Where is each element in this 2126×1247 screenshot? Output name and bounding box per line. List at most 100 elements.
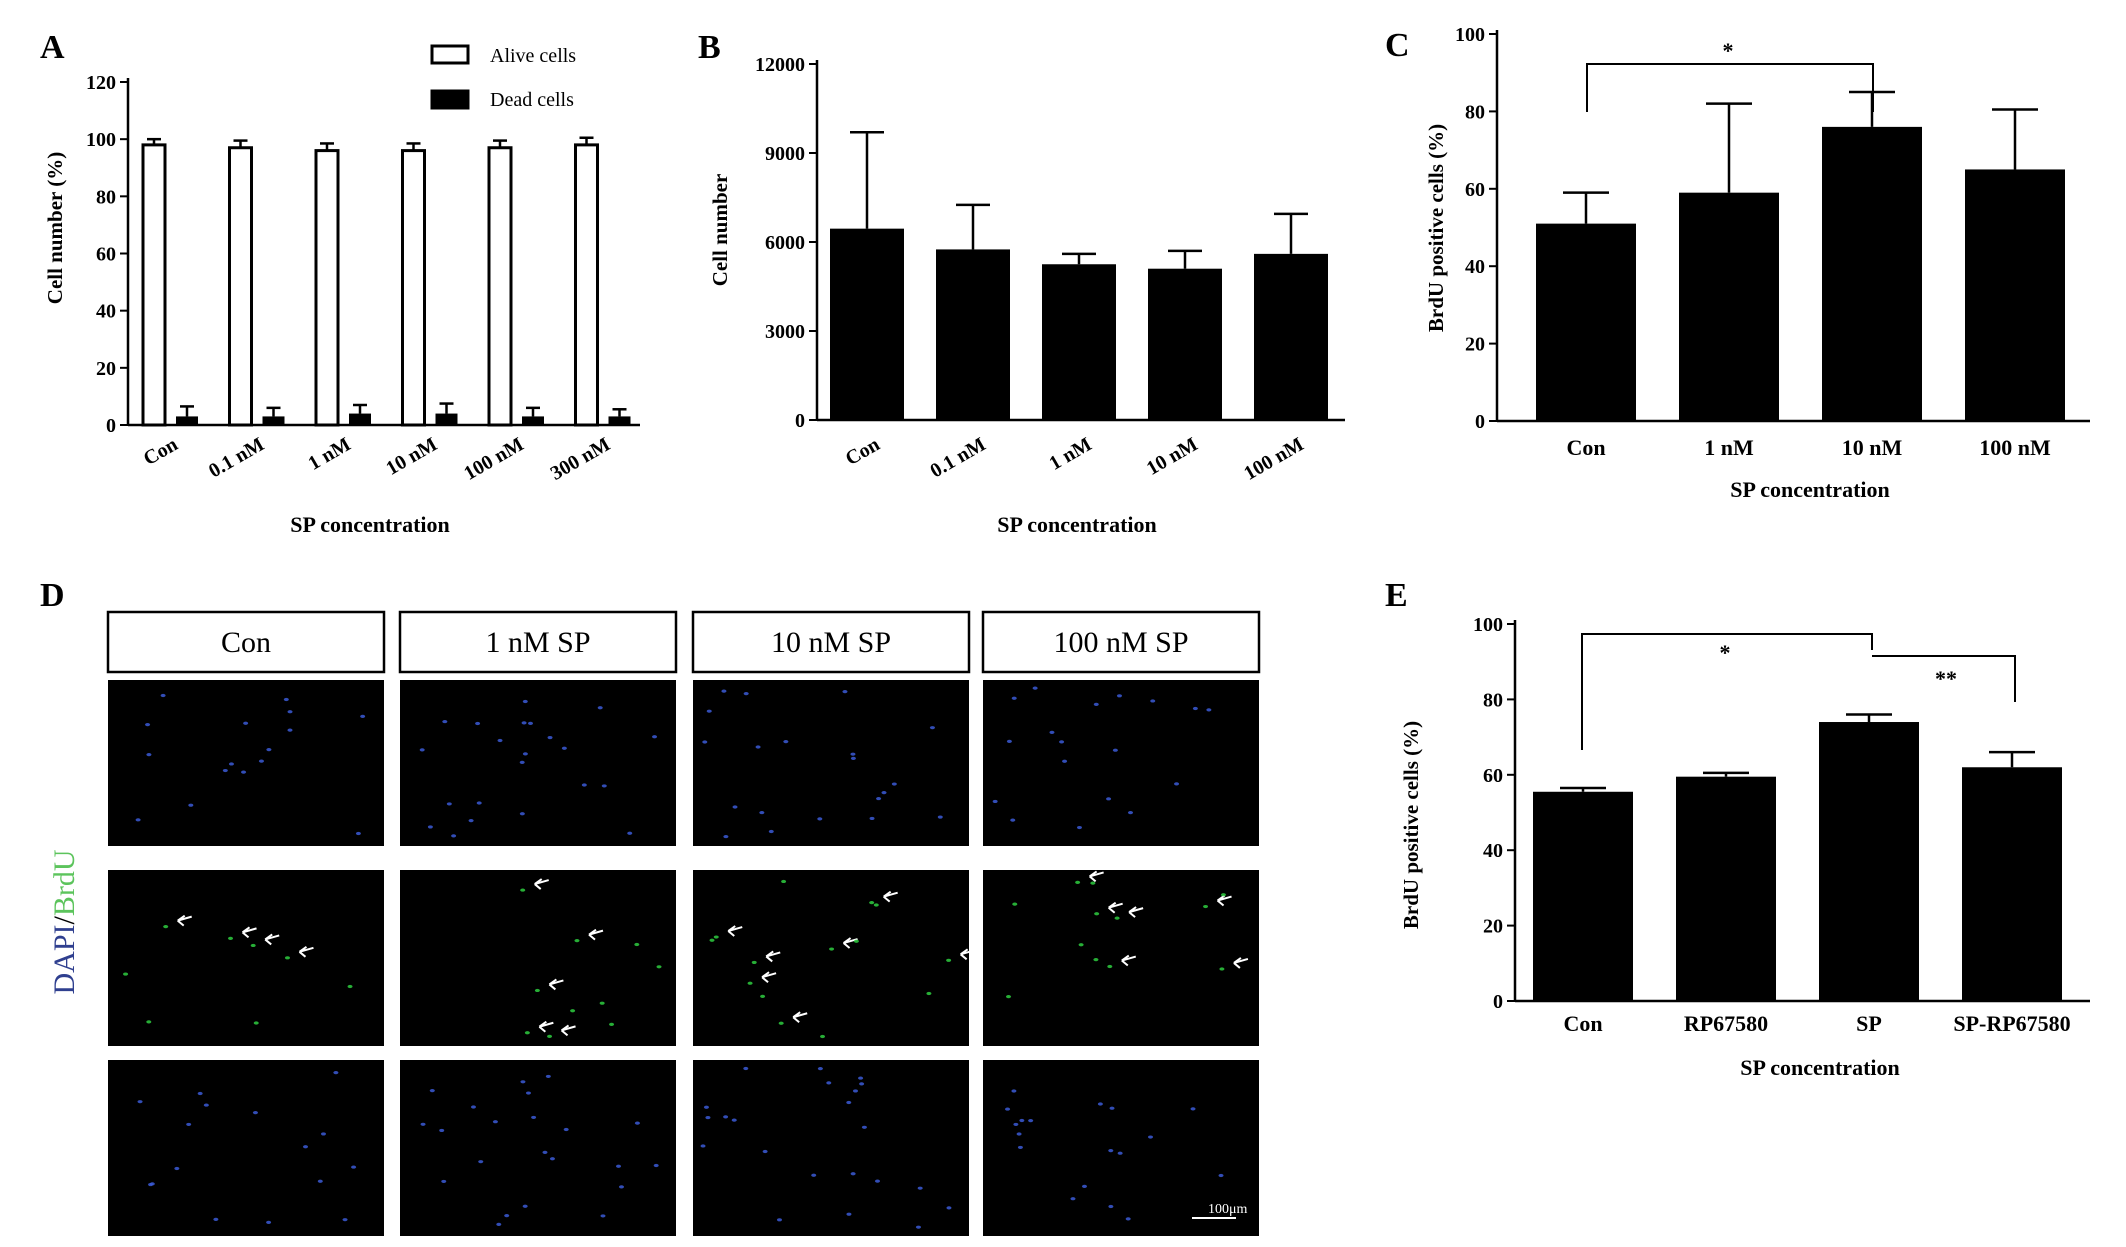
- cell-nucleus: [705, 1115, 711, 1120]
- cell-nucleus: [747, 981, 753, 985]
- cell-nucleus: [287, 710, 293, 714]
- cell-nucleus: [1127, 811, 1133, 815]
- cell-nucleus: [524, 1031, 530, 1035]
- micrograph-grid: Con 1 nM SP 10 nM SP 100 nM SP: [106, 610, 1261, 1236]
- arrow-icon: [842, 937, 858, 949]
- bar-alive: [401, 149, 426, 427]
- column-header-label: 1 nM SP: [485, 626, 590, 659]
- cell-nucleus: [743, 692, 749, 696]
- panel-d-side-label: DAPI/BrdU: [48, 849, 81, 994]
- cell-nucleus: [1032, 686, 1038, 690]
- cell-nucleus: [333, 1071, 339, 1075]
- y-tick-label: 100: [1473, 614, 1503, 636]
- y-tick-label: 80: [1483, 689, 1503, 711]
- panel-b: B Cell number SP concentration: [698, 29, 1157, 537]
- column-header-box: [691, 610, 971, 674]
- cell-nucleus: [858, 1076, 864, 1080]
- cell-nucleus: [531, 1115, 537, 1120]
- cell-nucleus: [600, 1214, 606, 1218]
- cell-nucleus: [1093, 957, 1099, 962]
- panel-a-ylabel: Cell number (%): [43, 152, 67, 304]
- cell-nucleus: [842, 690, 848, 694]
- legend-dead-swatch: [430, 89, 470, 110]
- arrow-icon: [298, 946, 314, 958]
- cell-nucleus: [820, 1034, 826, 1039]
- arrow-icon: [241, 926, 257, 939]
- cell-nucleus: [1150, 699, 1156, 703]
- panel-e-ylabel: BrdU positive cells (%): [1399, 721, 1423, 929]
- cell-nucleus: [1125, 1217, 1131, 1221]
- cell-nucleus: [355, 831, 361, 836]
- cell-nucleus: [203, 1103, 209, 1107]
- cell-nucleus: [946, 1206, 952, 1210]
- cell-nucleus: [243, 721, 249, 725]
- cell-nucleus: [186, 1122, 192, 1127]
- cell-nucleus: [451, 834, 457, 838]
- y-tick-label: 120: [86, 72, 116, 94]
- panel-c-xlabel: SP concentration: [1730, 477, 1890, 502]
- cell-nucleus: [713, 935, 719, 939]
- panel-e-sig-star-2: **: [1935, 666, 1957, 691]
- cell-nucleus: [1028, 1119, 1034, 1123]
- cell-nucleus: [776, 1218, 782, 1222]
- cell-nucleus: [652, 735, 658, 739]
- cell-nucleus: [213, 1217, 219, 1221]
- x-tick-label: 10 nM: [1143, 433, 1202, 480]
- micrograph-image: [983, 1060, 1259, 1236]
- cell-nucleus: [601, 784, 607, 788]
- cell-nucleus: [146, 1020, 152, 1024]
- cell-nucleus: [618, 1185, 624, 1189]
- micrograph-image: [108, 1060, 384, 1236]
- cell-nucleus: [137, 1100, 143, 1104]
- cell-nucleus: [850, 756, 856, 760]
- cell-nucleus: [846, 1100, 852, 1105]
- cell-nucleus: [360, 714, 366, 718]
- column-header-label: Con: [221, 626, 271, 659]
- arrow-icon: [177, 914, 192, 927]
- cell-nucleus: [492, 1120, 498, 1124]
- x-tick-label: RP67580: [1684, 1011, 1768, 1036]
- cell-nucleus: [1190, 1107, 1196, 1111]
- legend-alive-label: Alive cells: [490, 45, 576, 67]
- cell-nucleus: [197, 1091, 203, 1096]
- cell-nucleus: [542, 1150, 548, 1154]
- arrow-icon: [264, 933, 280, 946]
- y-tick-label: 40: [1465, 256, 1485, 278]
- micrograph-image: [400, 1060, 676, 1236]
- bar-dead: [176, 416, 198, 425]
- cell-nucleus: [731, 1118, 737, 1122]
- cell-nucleus: [751, 960, 757, 965]
- panel-e-sig-bracket-1: [1581, 633, 1873, 750]
- x-tick-label: SP-RP67580: [1953, 1011, 2070, 1036]
- panel-b-xlabel: SP concentration: [997, 512, 1157, 537]
- y-tick-label: 60: [1465, 179, 1485, 201]
- cell-nucleus: [228, 936, 234, 940]
- cell-nucleus: [850, 752, 856, 756]
- cell-nucleus: [283, 697, 289, 702]
- panel-b-letter: B: [698, 29, 721, 66]
- cell-nucleus: [826, 1081, 832, 1085]
- cell-nucleus: [160, 693, 166, 698]
- cell-nucleus: [656, 965, 662, 969]
- cell-nucleus: [470, 1105, 476, 1109]
- cell-nucleus: [723, 834, 729, 839]
- cell-nucleus: [1114, 916, 1120, 920]
- cell-nucleus: [876, 796, 882, 801]
- cell-nucleus: [1010, 818, 1016, 822]
- panel-c-ylabel: BrdU positive cells (%): [1424, 124, 1448, 332]
- y-tick-label: 100: [86, 129, 116, 151]
- cell-nucleus: [926, 991, 932, 996]
- panel-c-letter: C: [1385, 27, 1410, 64]
- cell-nucleus: [874, 1179, 880, 1183]
- cell-nucleus: [287, 728, 293, 732]
- cell-nucleus: [881, 791, 887, 795]
- arrow-icon: [727, 925, 743, 937]
- cell-nucleus: [1117, 1151, 1123, 1155]
- cell-nucleus: [1090, 881, 1096, 885]
- bar: [1819, 722, 1919, 1001]
- cell-nucleus: [1059, 740, 1065, 744]
- bar-dead: [522, 416, 544, 425]
- y-tick-label: 12000: [755, 54, 805, 76]
- cell-nucleus: [634, 1121, 640, 1125]
- cell-nucleus: [258, 759, 264, 763]
